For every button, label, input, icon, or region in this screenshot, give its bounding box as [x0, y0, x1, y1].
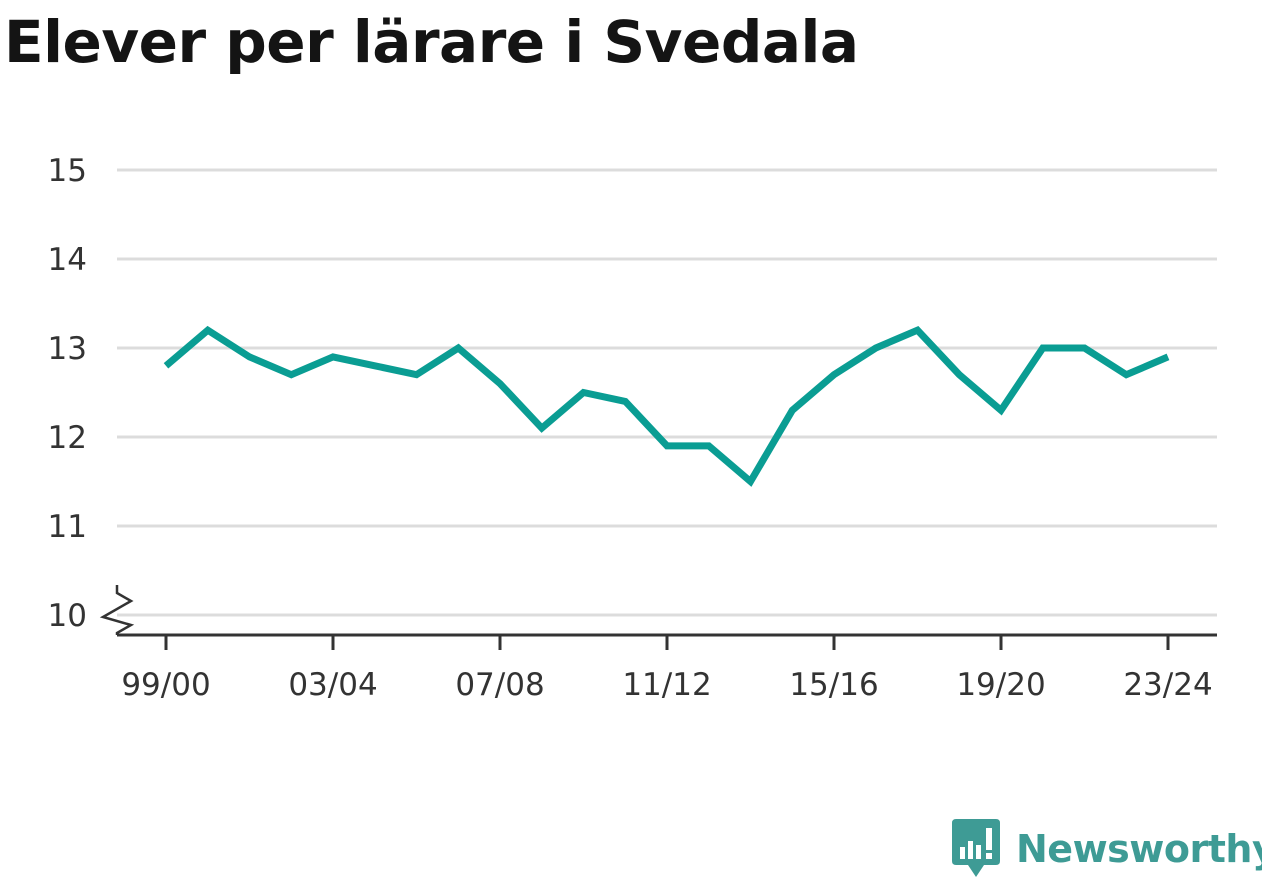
y-tick-label: 11: [48, 509, 87, 545]
brand-name: Newsworthy: [1016, 827, 1262, 871]
newsworthy-logo-icon: [952, 819, 1000, 879]
x-tick-label: 19/20: [956, 667, 1045, 703]
series-lines: [166, 330, 1168, 482]
y-axis-labels: 10 11 12 13 14 15: [48, 153, 87, 634]
y-tick-label: 14: [48, 242, 87, 278]
x-axis: [117, 635, 1217, 650]
x-tick-label: 23/24: [1123, 667, 1212, 703]
y-tick-label: 12: [48, 420, 87, 456]
x-tick-label: 99/00: [121, 667, 210, 703]
x-tick-label: 11/12: [622, 667, 711, 703]
grid-lines: [117, 170, 1217, 615]
y-tick-label: 15: [48, 153, 87, 189]
axis-break-zigzag: [103, 585, 131, 635]
x-tick-label: 07/08: [455, 667, 544, 703]
x-tick-label: 03/04: [288, 667, 377, 703]
series-line: [166, 330, 1168, 481]
x-tick-label: 15/16: [789, 667, 878, 703]
axis-break-mark: [103, 585, 131, 635]
x-axis-labels: 99/00 03/04 07/08 11/12 15/16 19/20 23/24: [121, 667, 1212, 703]
y-tick-label: 13: [48, 331, 87, 367]
brand: Newsworthy: [952, 818, 1262, 880]
y-tick-label: 10: [48, 598, 87, 634]
